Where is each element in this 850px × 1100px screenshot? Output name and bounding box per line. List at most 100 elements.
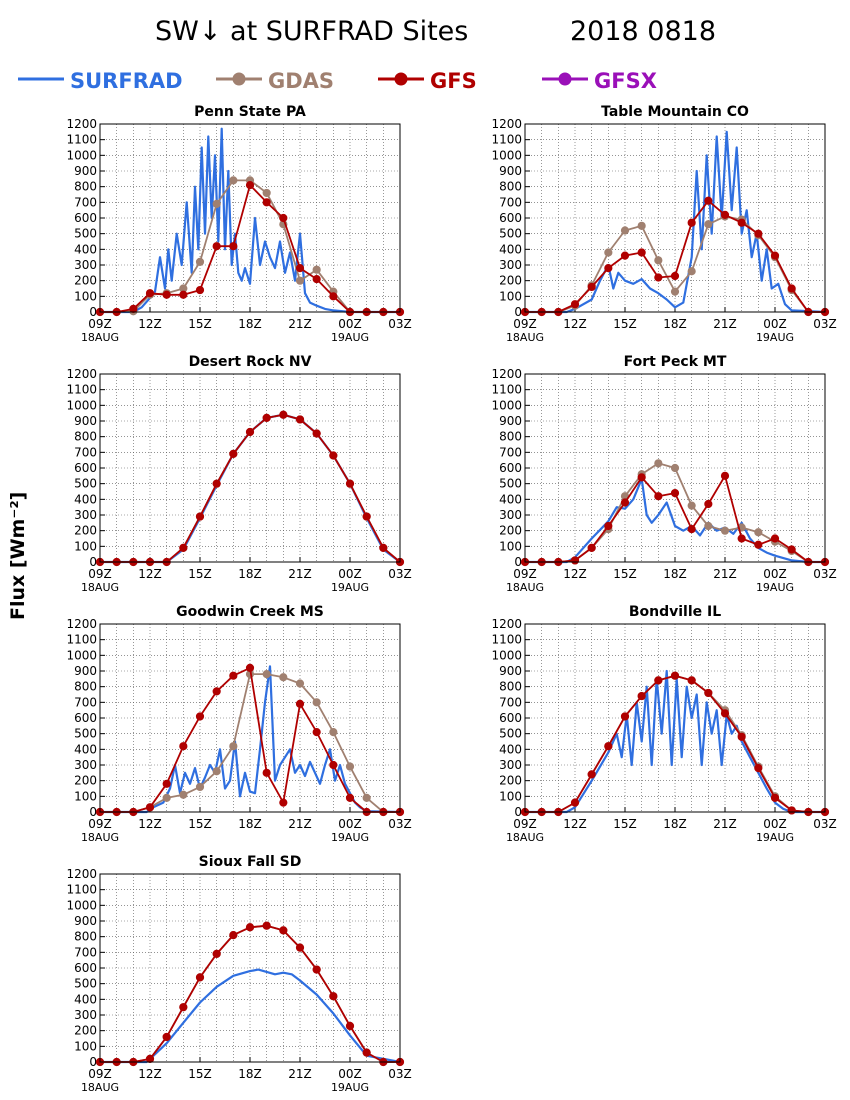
x-tick-date: 18AUG — [81, 331, 119, 344]
y-tick-label: 200 — [74, 774, 97, 788]
x-tick-label: 18Z — [238, 567, 262, 581]
point-gfs — [587, 543, 596, 553]
point-gdas — [262, 188, 271, 198]
y-tick-label: 1000 — [66, 398, 97, 412]
y-tick-label: 900 — [74, 664, 97, 678]
y-tick-label: 600 — [74, 211, 97, 225]
y-tick-label: 1200 — [66, 117, 97, 131]
y-tick-label: 100 — [499, 289, 522, 303]
point-gfs — [179, 1003, 188, 1012]
y-tick-label: 1200 — [66, 367, 97, 381]
y-tick-label: 600 — [499, 461, 522, 475]
y-tick-label: 1000 — [491, 398, 522, 412]
x-tick-label: 00Z — [338, 317, 362, 331]
legend-label: GFS — [430, 69, 477, 93]
point-gfs — [195, 712, 205, 721]
point-gfs — [295, 264, 305, 273]
y-tick-label: 500 — [499, 227, 522, 241]
point-gfs — [637, 248, 646, 257]
x-tick-label: 09Z — [88, 817, 112, 831]
y-tick-label: 1000 — [66, 148, 97, 162]
x-tick-date: 18AUG — [506, 331, 544, 344]
y-tick-label: 1100 — [491, 633, 522, 647]
panel-title: Goodwin Creek MS — [176, 604, 324, 620]
point-gfs — [570, 556, 580, 565]
point-gfs — [312, 965, 321, 974]
point-gdas — [687, 501, 696, 510]
panel-frame — [99, 623, 401, 813]
point-gdas — [670, 287, 680, 296]
y-tick-label: 400 — [74, 992, 97, 1006]
point-gfs — [704, 196, 713, 205]
point-gfs — [704, 499, 713, 509]
y-tick-label: 700 — [74, 945, 97, 959]
x-tick-label: 15Z — [613, 817, 637, 831]
point-gfs — [620, 712, 630, 721]
y-tick-label: 0 — [514, 805, 522, 819]
y-tick-label: 900 — [499, 164, 522, 178]
y-tick-label: 1200 — [66, 617, 97, 631]
point-gdas — [195, 257, 205, 266]
point-gfs — [670, 488, 680, 498]
y-tick-label: 600 — [74, 711, 97, 725]
point-gfs — [162, 290, 171, 299]
grid — [100, 624, 400, 812]
point-gfs — [704, 688, 713, 698]
y-tick-label: 0 — [89, 305, 97, 319]
point-gfs — [295, 415, 305, 424]
point-gfs — [179, 290, 188, 299]
x-tick-date: 19AUG — [331, 1081, 369, 1094]
series-line-surfrad — [100, 665, 401, 814]
point-gfs — [787, 806, 796, 815]
point-gdas — [704, 521, 713, 531]
y-tick-label: 700 — [74, 445, 97, 459]
y-tick-label: 600 — [499, 211, 522, 225]
point-gdas — [687, 267, 696, 276]
point-gfs — [229, 671, 238, 680]
y-tick-label: 400 — [74, 742, 97, 756]
panel-title: Table Mountain CO — [601, 104, 749, 120]
point-gfs — [720, 709, 730, 718]
point-gfs — [195, 973, 205, 982]
point-gfs — [670, 271, 680, 281]
point-gfs — [362, 1048, 371, 1057]
x-tick-label: 09Z — [88, 317, 112, 331]
point-gfs — [737, 732, 746, 741]
legend-marker — [558, 72, 572, 86]
y-tick-label: 1000 — [491, 648, 522, 662]
point-gfs — [620, 251, 630, 260]
y-tick-label: 100 — [74, 289, 97, 303]
point-gfs — [245, 663, 255, 672]
series-line-surfrad — [525, 130, 826, 314]
point-gdas — [229, 742, 238, 751]
point-gfs — [295, 943, 305, 952]
point-gfs — [295, 699, 305, 709]
point-gfs — [770, 251, 780, 260]
point-gfs — [312, 728, 321, 737]
x-tick-date: 19AUG — [756, 331, 794, 344]
point-gfs — [145, 289, 155, 298]
point-gfs — [570, 798, 580, 807]
y-tick-label: 200 — [499, 274, 522, 288]
legend-marker — [394, 72, 408, 86]
point-gdas — [195, 782, 205, 792]
x-tick-label: 12Z — [138, 317, 162, 331]
y-tick-label: 400 — [74, 242, 97, 256]
series-line-surfrad — [525, 477, 825, 564]
point-gfs — [737, 534, 746, 543]
x-tick-label: 09Z — [513, 567, 537, 581]
point-gfs — [654, 273, 663, 282]
point-gfs — [229, 931, 238, 940]
point-gfs — [262, 921, 271, 930]
x-tick-label: 03Z — [813, 817, 837, 831]
chart-panels: Penn State PA010020030040050060070080090… — [66, 104, 836, 1094]
y-tick-label: 100 — [499, 539, 522, 553]
x-tick-label: 03Z — [813, 567, 837, 581]
y-tick-label: 700 — [499, 445, 522, 459]
point-gfs — [145, 1054, 155, 1063]
y-tick-label: 200 — [499, 774, 522, 788]
point-gfs — [212, 242, 221, 251]
y-tick-label: 1100 — [66, 383, 97, 397]
y-tick-label: 300 — [74, 258, 97, 272]
